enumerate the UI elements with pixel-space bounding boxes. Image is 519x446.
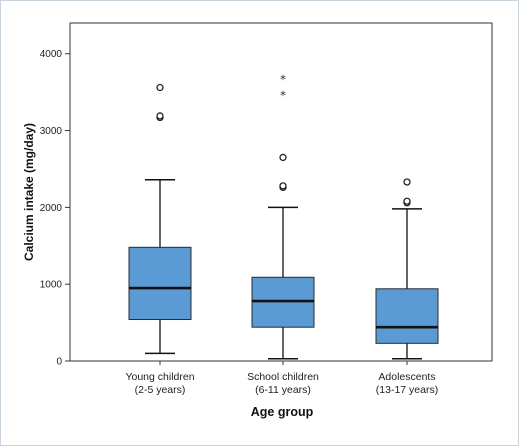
box-group [128, 83, 192, 355]
boxes-layer: ** [128, 72, 439, 360]
y-tick-label: 4000 [40, 49, 63, 60]
y-tick-label: 2000 [40, 203, 63, 214]
extreme-point: * [280, 72, 286, 86]
x-category-sublabel: (2-5 years) [135, 384, 186, 396]
box-group [375, 178, 439, 360]
y-axis-ticks: 0 1000 2000 3000 4000 [40, 49, 70, 368]
y-axis-label: Calcium intake (mg/day) [22, 123, 36, 261]
outlier-point [403, 197, 411, 205]
outlier-point [279, 182, 287, 190]
x-category-label: Adolescents [378, 371, 435, 383]
y-tick-label: 0 [56, 357, 62, 368]
outlier-point [156, 83, 164, 92]
x-category-label: Young children [125, 371, 194, 383]
iqr-box [375, 288, 439, 344]
x-axis-categories: Young children(2-5 years) School children… [125, 361, 438, 396]
outlier-point [403, 178, 411, 186]
outlier-point [156, 112, 164, 120]
x-category-sublabel: (6-11 years) [255, 384, 311, 396]
y-tick-label: 3000 [40, 126, 63, 137]
x-category-label: School children [247, 371, 319, 383]
iqr-box [128, 246, 192, 321]
x-category-sublabel: (13-17 years) [376, 384, 438, 396]
box-group: ** [251, 72, 315, 360]
extreme-point: * [280, 88, 286, 102]
x-axis-label: Age group [251, 405, 314, 419]
outlier-point [279, 153, 287, 162]
y-tick-label: 1000 [40, 280, 63, 291]
